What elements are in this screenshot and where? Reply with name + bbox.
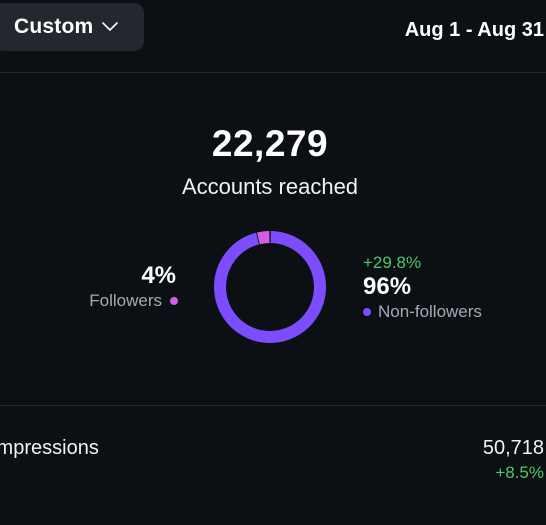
followers-label-row: Followers [89,291,178,311]
header-divider [0,72,546,73]
non-followers-percent: 96% [363,273,412,300]
accounts-reached-label: Accounts reached [181,174,359,199]
followers-label: Followers [89,291,162,310]
accounts-reached-count: 22,279 [211,123,329,164]
chevron-down-icon [102,22,119,31]
followers-legend: 4% Followers [89,262,178,311]
donut-segment-non-followers [214,231,326,343]
range-selector-label: Custom [14,15,94,38]
insights-header: Custom Aug 1 - Aug 31 [0,0,546,72]
audience-donut-chart [214,231,326,343]
non-followers-legend: +29.8% 96% Non-followers [363,253,482,322]
followers-percent: 4% [141,262,176,289]
impressions-value: 50,718 [482,437,544,459]
range-selector-button[interactable]: Custom [0,3,144,51]
non-followers-change: +29.8% [363,253,422,272]
date-range-label: Aug 1 - Aug 31 [404,19,544,41]
donut-segment-followers [214,231,326,343]
non-followers-label-row: Non-followers [363,302,482,322]
impressions-label[interactable]: Impressions [0,437,99,459]
followers-dot [170,297,178,305]
non-followers-dot [363,308,371,316]
non-followers-label: Non-followers [378,302,482,321]
section-divider [0,405,546,406]
impressions-change: +8.5% [495,463,544,482]
